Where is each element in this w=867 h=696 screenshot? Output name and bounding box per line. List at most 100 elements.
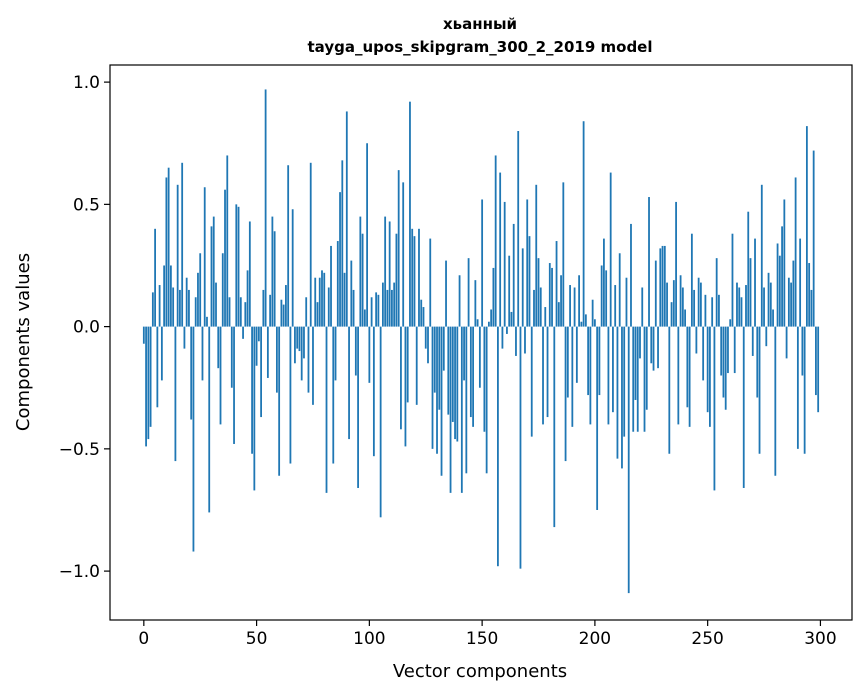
bar-component-206 (607, 326, 610, 425)
bar-component-43 (239, 297, 242, 327)
bar-component-267 (745, 285, 747, 327)
bar-component-86 (336, 241, 339, 327)
bar-component-215 (627, 326, 630, 594)
bar-component-23 (194, 297, 197, 327)
bars-group (142, 89, 820, 594)
bar-component-3 (149, 326, 152, 427)
y-tick-label: 1.0 (73, 73, 100, 93)
bar-component-138 (454, 326, 456, 440)
bar-component-151 (483, 326, 486, 432)
bar-component-140 (458, 275, 461, 327)
x-tick-label: 0 (138, 629, 149, 649)
bar-component-55 (266, 326, 269, 378)
bar-component-182 (553, 326, 556, 528)
bar-component-266 (742, 326, 745, 488)
bar-component-214 (625, 277, 628, 327)
bar-component-28 (206, 316, 208, 327)
bar-component-287 (790, 282, 792, 327)
bar-component-59 (275, 326, 278, 393)
bar-component-153 (487, 321, 490, 327)
y-tick-label: −0.5 (59, 440, 100, 460)
bar-component-181 (551, 267, 553, 327)
bar-component-6 (156, 326, 159, 408)
bar-component-185 (560, 275, 562, 327)
bar-component-229 (659, 248, 662, 327)
bar-component-135 (447, 326, 450, 415)
bar-component-111 (393, 282, 396, 327)
bar-component-167 (519, 326, 522, 569)
bar-component-190 (571, 326, 574, 427)
bar-component-30 (210, 226, 213, 327)
bar-component-143 (465, 326, 468, 474)
bar-component-83 (330, 245, 332, 327)
bar-component-42 (237, 206, 240, 327)
bar-component-48 (251, 326, 253, 454)
bar-component-7 (158, 285, 161, 327)
bar-component-49 (253, 326, 256, 491)
bar-component-134 (445, 260, 447, 327)
bar-component-262 (733, 326, 736, 374)
bar-component-195 (582, 121, 585, 327)
bar-component-58 (273, 231, 276, 327)
bar-component-175 (537, 258, 540, 327)
bar-component-130 (436, 326, 438, 454)
bar-component-277 (767, 272, 770, 327)
y-tick-label: −1.0 (59, 562, 100, 582)
bar-component-187 (564, 326, 567, 462)
bar-component-271 (754, 238, 756, 327)
bar-component-191 (573, 287, 576, 327)
bar-component-238 (679, 275, 682, 327)
bar-component-53 (262, 289, 265, 327)
x-tick-label: 250 (691, 629, 723, 649)
bar-component-81 (325, 326, 328, 493)
bar-component-116 (404, 326, 407, 447)
bar-component-279 (772, 309, 774, 327)
bar-component-204 (603, 238, 605, 327)
bar-component-170 (526, 199, 529, 327)
bar-component-160 (503, 201, 506, 327)
bar-component-223 (645, 326, 648, 410)
bar-component-69 (298, 326, 301, 352)
bar-component-107 (384, 216, 387, 327)
bar-component-100 (368, 326, 371, 383)
bar-component-136 (449, 326, 452, 493)
bar-component-54 (264, 89, 267, 327)
bar-component-198 (589, 326, 592, 425)
bar-component-13 (172, 287, 175, 327)
bar-component-26 (201, 326, 204, 381)
bar-component-34 (219, 326, 222, 425)
bar-component-44 (242, 326, 244, 339)
bar-component-51 (257, 326, 260, 342)
bar-component-290 (796, 326, 799, 449)
bar-component-90 (345, 111, 348, 327)
bar-component-177 (542, 326, 544, 425)
bar-component-72 (305, 297, 308, 327)
bar-component-35 (221, 253, 224, 327)
bar-component-242 (688, 326, 691, 427)
bar-component-174 (535, 184, 538, 327)
bar-component-257 (722, 326, 725, 398)
bar-component-228 (657, 326, 659, 369)
bar-component-263 (736, 282, 738, 327)
bar-component-180 (548, 263, 551, 327)
bar-component-164 (512, 223, 515, 327)
bar-component-248 (702, 326, 705, 381)
bar-component-249 (704, 294, 707, 327)
bar-component-199 (591, 299, 594, 327)
bar-component-194 (580, 321, 583, 327)
bar-component-94 (354, 326, 357, 376)
bar-component-31 (212, 216, 215, 327)
bar-component-283 (781, 226, 783, 327)
bar-component-99 (366, 143, 368, 327)
bar-component-225 (650, 326, 653, 364)
bar-component-157 (497, 326, 499, 567)
bar-component-240 (684, 309, 686, 327)
bar-component-119 (411, 228, 414, 327)
bar-component-286 (787, 277, 790, 327)
bar-component-112 (395, 233, 398, 327)
bar-component-156 (494, 155, 497, 327)
bar-component-144 (467, 258, 470, 327)
bar-component-288 (792, 260, 795, 327)
bar-component-197 (587, 326, 590, 396)
